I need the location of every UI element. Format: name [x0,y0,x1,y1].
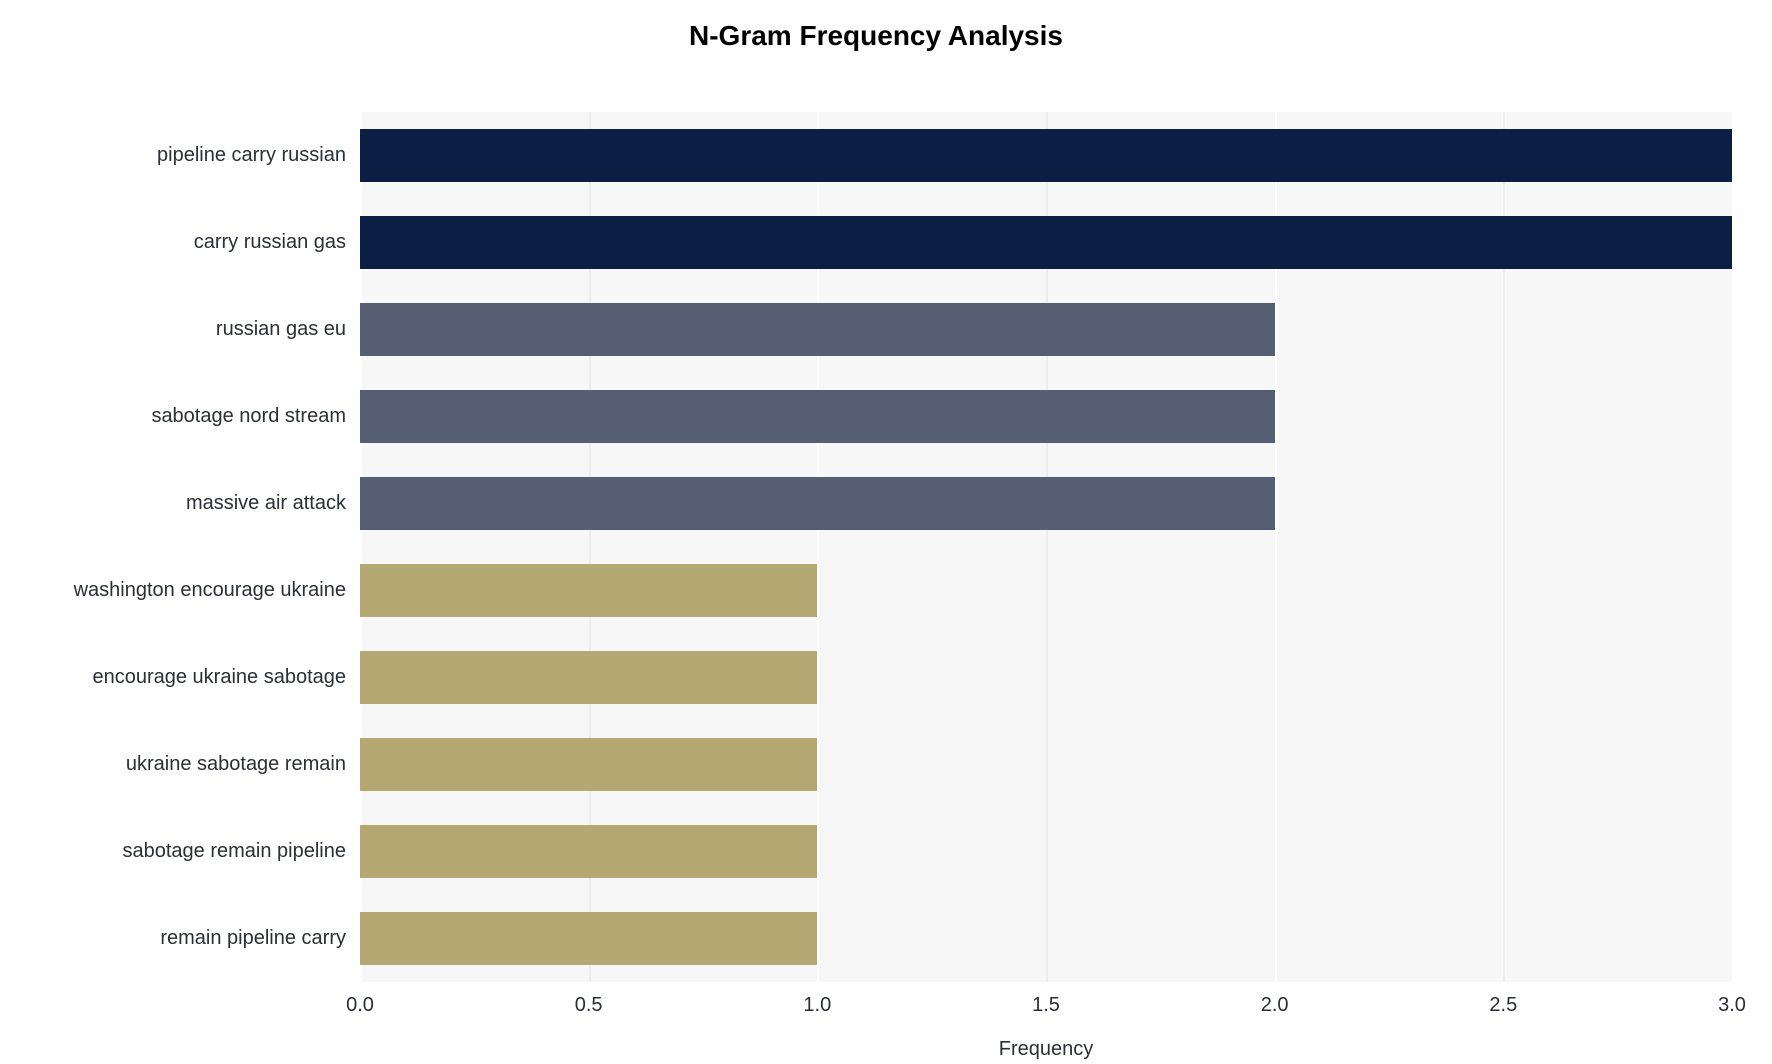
chart-container: N-Gram Frequency Analysis pipeline carry… [0,0,1772,1051]
bar-track [360,199,1732,286]
bar-track [360,634,1732,721]
x-axis: 0.00.51.01.52.02.53.0Frequency [360,994,1732,1064]
bar [360,390,1275,444]
bar-track [360,895,1732,982]
y-axis-label: ukraine sabotage remain [20,753,360,776]
bar-track [360,286,1732,373]
bar [360,825,817,879]
bar-row: remain pipeline carry [20,895,1732,982]
bar-row: russian gas eu [20,286,1732,373]
x-axis-tick: 0.5 [575,994,603,1017]
plot-area: pipeline carry russian carry russian gas r… [20,112,1732,982]
bar-row: sabotage nord stream [20,373,1732,460]
bar-row: pipeline carry russian [20,112,1732,199]
x-axis-tick: 0.0 [346,994,374,1017]
bar-row: sabotage remain pipeline [20,808,1732,895]
bar-row: massive air attack [20,460,1732,547]
bar [360,912,817,966]
y-axis-label: sabotage nord stream [20,405,360,428]
bars-layer: pipeline carry russian carry russian gas r… [20,112,1732,982]
bar-row: washington encourage ukraine [20,547,1732,634]
chart-title: N-Gram Frequency Analysis [20,20,1732,52]
bar-track [360,547,1732,634]
x-axis-tick: 2.5 [1489,994,1517,1017]
bar-track [360,721,1732,808]
bar [360,303,1275,357]
bar-row: ukraine sabotage remain [20,721,1732,808]
bar [360,129,1732,183]
grid-line [1732,112,1734,982]
x-axis-tick: 1.0 [803,994,831,1017]
x-axis-tick: 2.0 [1261,994,1289,1017]
y-axis-label: russian gas eu [20,318,360,341]
bar-row: carry russian gas [20,199,1732,286]
y-axis-label: sabotage remain pipeline [20,840,360,863]
bar [360,738,817,792]
bar-track [360,460,1732,547]
y-axis-label: remain pipeline carry [20,927,360,950]
x-axis-tick: 1.5 [1032,994,1060,1017]
bar [360,216,1732,270]
bar-track [360,112,1732,199]
x-axis-title: Frequency [999,1038,1094,1061]
y-axis-label: encourage ukraine sabotage [20,666,360,689]
bar-track [360,808,1732,895]
y-axis-label: massive air attack [20,492,360,515]
y-axis-label: carry russian gas [20,231,360,254]
bar [360,564,817,618]
bar-row: encourage ukraine sabotage [20,634,1732,721]
bar [360,651,817,705]
y-axis-label: washington encourage ukraine [20,579,360,602]
x-axis-tick: 3.0 [1718,994,1746,1017]
y-axis-label: pipeline carry russian [20,144,360,167]
bar-track [360,373,1732,460]
bar [360,477,1275,531]
